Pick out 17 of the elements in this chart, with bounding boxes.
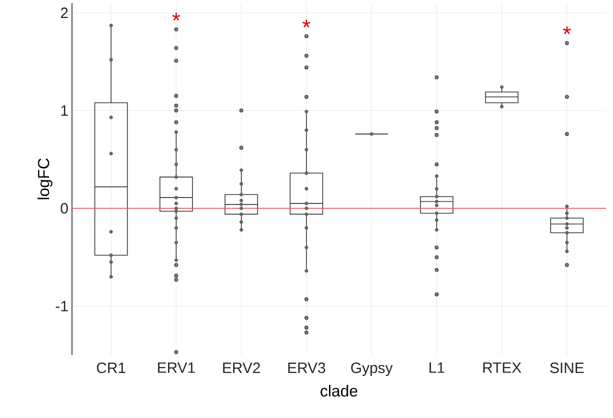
annotation: *	[302, 20, 310, 28]
x-tick-label: Gypsy	[351, 362, 393, 376]
x-tick-label: ERV3	[288, 362, 326, 374]
x-tick-label: CR1	[96, 362, 126, 374]
x-tick-label: RTEX	[483, 362, 522, 373]
x-tick-label: ERV2	[223, 362, 260, 373]
y-tick-label: 2	[60, 8, 68, 18]
x-tick-label: SINE	[550, 362, 584, 374]
annotation: *	[172, 12, 180, 20]
y-axis-title: logFC	[38, 158, 52, 200]
annotation: *	[563, 26, 571, 34]
x-tick-label: ERV1	[158, 362, 195, 373]
y-tick-label: -1	[56, 300, 68, 312]
y-tick-label: 0	[60, 203, 68, 214]
x-axis-title: clade	[320, 384, 358, 397]
x-tick-label: L1	[430, 362, 444, 373]
y-tick-label: 1	[61, 105, 68, 116]
